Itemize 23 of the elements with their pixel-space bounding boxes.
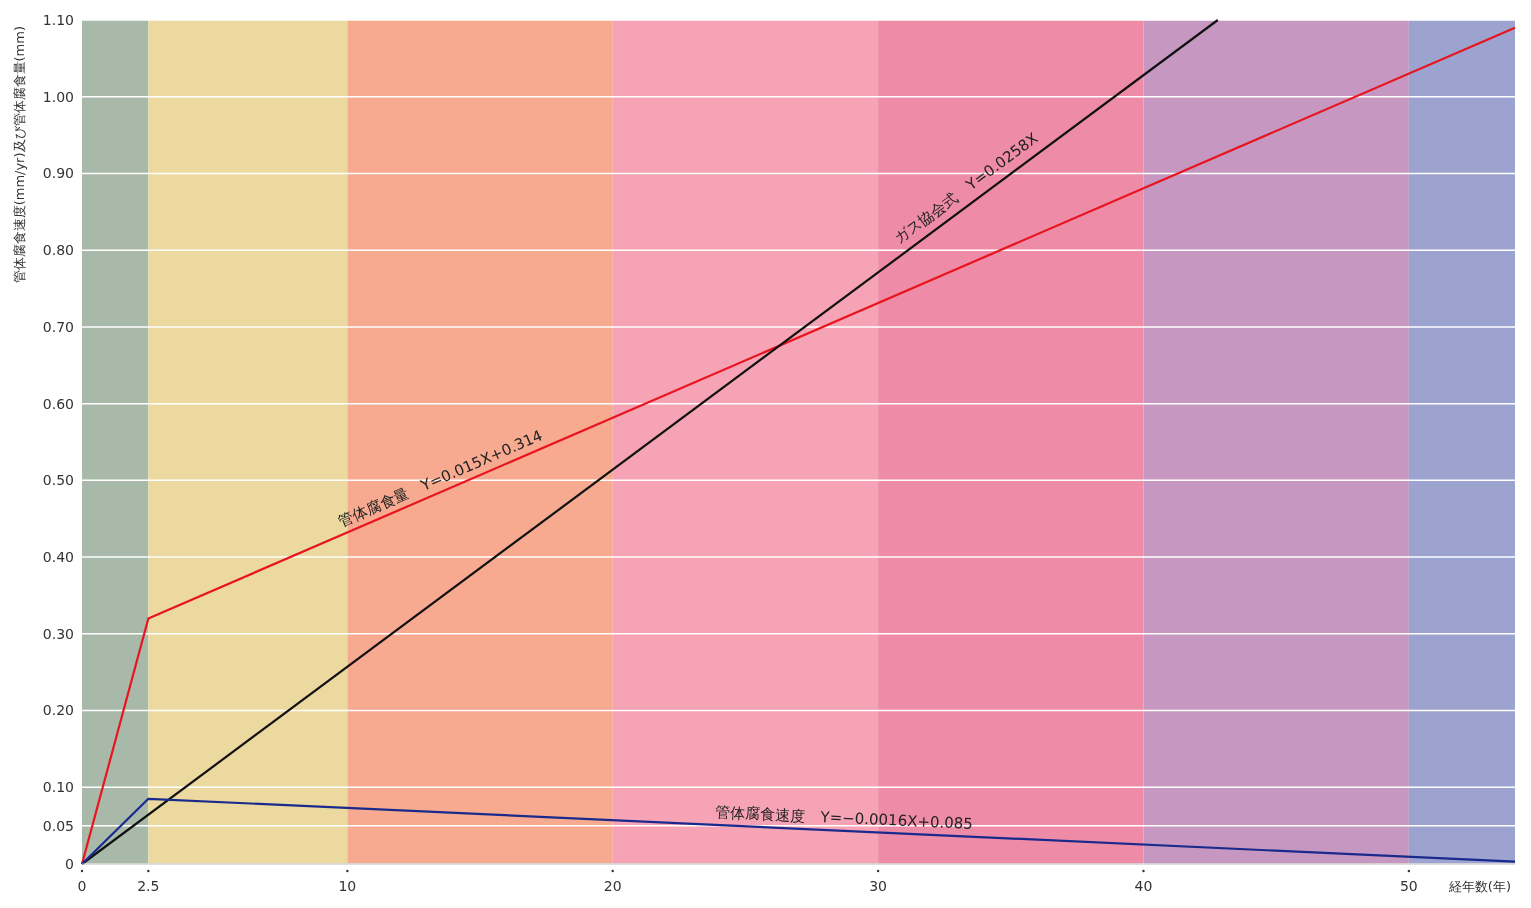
- y-tick-label: 0.50: [42, 472, 74, 489]
- y-tick-label: 0.90: [42, 165, 74, 182]
- y-axis-title: 管体腐食速度(mm/yr)及び管体腐食量(mm): [12, 26, 27, 284]
- y-tick-label: 0.70: [42, 318, 74, 335]
- y-tick-label: 0.05: [42, 817, 74, 834]
- y-tick-label: 0.20: [42, 702, 74, 719]
- x-tick-label: 50: [1399, 878, 1418, 894]
- x-tick-label: 20: [603, 878, 622, 894]
- x-tick-label: 2.5: [137, 878, 160, 894]
- y-tick-label: 1.10: [42, 11, 74, 28]
- y-tick-label: 0.40: [42, 548, 74, 565]
- y-tick-label: 1.00: [42, 88, 74, 105]
- x-tick-label: 30: [869, 878, 888, 894]
- x-tick-label: 40: [1134, 878, 1153, 894]
- y-tick-label: 0: [65, 855, 74, 872]
- y-tick-label: 0.30: [42, 625, 74, 642]
- y-tick-label: 0.10: [42, 779, 74, 796]
- x-axis-title: 経年数(年): [1447, 879, 1511, 894]
- x-tick-label: 10: [338, 878, 357, 894]
- x-tick-label: 0: [77, 878, 87, 894]
- y-tick-label: 0.60: [42, 395, 74, 412]
- annotation: 管体腐食速度 Y=−0.0016X+0.085: [715, 803, 974, 833]
- y-tick-label: 0.80: [42, 242, 74, 259]
